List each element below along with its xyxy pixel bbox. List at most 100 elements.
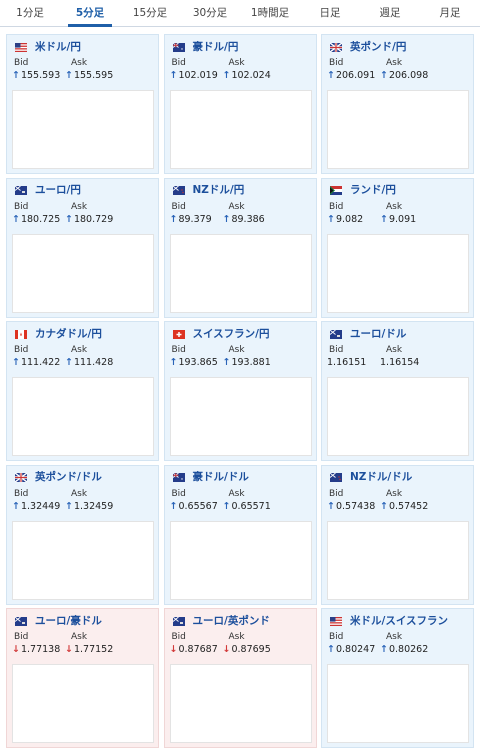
currency-card[interactable]: 194.2194193.88:209:2010:20スイスフラン/円BidAsk…	[163, 321, 317, 461]
currency-card[interactable]: 111.6111.48:209:2010:20カナダドル/円BidAsk↑111…	[6, 321, 159, 461]
pair-name[interactable]: ランド/円	[350, 184, 396, 196]
price-chart[interactable]	[12, 233, 154, 313]
price-chart[interactable]	[327, 520, 469, 600]
pair-name[interactable]: 米ドル/スイスフラン	[350, 614, 449, 627]
price-chart[interactable]	[169, 233, 313, 314]
currency-card[interactable]: 0.65550.6550.65450.6548:209:2010:20豪ドル/ド…	[163, 464, 317, 605]
tab-3[interactable]: 30分足	[192, 7, 228, 19]
pair-name[interactable]: ユーロ/円	[35, 184, 81, 196]
tab-6[interactable]: 週足	[379, 7, 401, 19]
pair-name[interactable]: 豪ドル/円	[192, 40, 239, 53]
tab-0[interactable]: 1分足	[16, 7, 44, 19]
up-arrow-icon: ↑	[380, 500, 388, 512]
candlestick-chart	[13, 91, 155, 170]
ask-label: Ask	[386, 488, 403, 499]
pair-name[interactable]: 英ポンド/円	[350, 40, 407, 53]
bid-label: Bid	[329, 488, 344, 499]
flag-icon: 0.65550.6550.65450.6548:209:2010:20	[172, 467, 314, 550]
currency-card[interactable]: 1.7741.7731.7721.7718:209:2010:20ユーロ/豪ドル…	[6, 608, 159, 748]
up-arrow-icon: ↑	[222, 70, 231, 81]
price-chart[interactable]	[12, 520, 154, 600]
pair-name[interactable]: スイスフラン/円	[192, 327, 270, 340]
price-chart[interactable]	[12, 90, 154, 169]
currency-grid: 156155.8155.68:209:2010:20米ドル/円BidAsk↑15…	[6, 34, 474, 748]
down-arrow-icon: ↓	[222, 644, 231, 655]
price-values: ↑9.082 ↑9.091	[322, 213, 473, 227]
bid-value: 206.091	[335, 70, 376, 81]
price-values: ↑0.57438 ↑0.57452	[322, 500, 473, 514]
currency-card[interactable]: 9.129.19.088:209:2010:20ランド/円BidAsk↑9.08…	[321, 177, 474, 318]
tab-4[interactable]: 1時間足	[250, 7, 290, 19]
pair-name[interactable]: 英ポンド/ドル	[35, 471, 102, 483]
candlestick-chart	[171, 378, 313, 457]
price-chart[interactable]	[169, 664, 312, 743]
tab-2[interactable]: 15分足	[132, 7, 168, 19]
currency-card[interactable]: 206.6206.4206.22068:209:2010:20英ポンド/円Bid…	[321, 34, 474, 174]
card-header: 1.32451.3241.32351.3238:209:2010:20英ポンド/…	[7, 466, 158, 550]
tab-7[interactable]: 月足	[439, 7, 461, 19]
currency-card[interactable]: 1.32451.3241.32351.3238:209:2010:20英ポンド/…	[6, 464, 159, 605]
price-chart[interactable]	[12, 664, 154, 743]
card-header: 0.5740.57350.5738:209:2010:20NZドル/ドル	[322, 466, 473, 550]
flag-icon: 102.2102101.88:209:2010:20	[172, 37, 310, 120]
price-labels: Bid Ask	[165, 631, 316, 643]
pair-name[interactable]: 米ドル/円	[35, 40, 81, 53]
pair-name[interactable]: ユーロ/豪ドル	[35, 614, 102, 627]
card-header: 0.8040.80350.8030.80258:209:2010:20米ドル/ス…	[322, 609, 473, 694]
price-values: ↑193.865 ↑193.881	[165, 356, 316, 370]
price-chart[interactable]	[169, 520, 313, 601]
up-arrow-icon: ↑	[65, 70, 73, 81]
currency-card[interactable]: 0.8040.80350.8030.80258:209:2010:20米ドル/ス…	[321, 608, 474, 748]
bid-label: Bid	[14, 58, 29, 68]
ask-value: 102.024	[231, 70, 271, 81]
pair-name[interactable]: ユーロ/英ポンド	[192, 614, 270, 627]
currency-card[interactable]: 89.689.589.489.389.28:209:2010:20NZドル/円B…	[163, 177, 317, 318]
price-chart[interactable]	[327, 664, 469, 743]
candlestick-chart	[328, 378, 470, 457]
bid-label: Bid	[14, 201, 29, 212]
price-values: ↓1.77138 ↓1.77152	[7, 643, 158, 657]
bid-value: 0.65567	[178, 500, 218, 512]
tab-5[interactable]: 日足	[319, 7, 341, 19]
card-header: 0.65550.6550.65450.6548:209:2010:20豪ドル/ド…	[165, 466, 316, 550]
flag-icon: 0.8040.80350.8030.80258:209:2010:20	[330, 611, 471, 694]
bid-label: Bid	[329, 201, 344, 212]
price-chart[interactable]	[327, 377, 469, 456]
pair-name[interactable]: カナダドル/円	[35, 327, 102, 340]
currency-card[interactable]: 1.16151.1611.16051.168:209:2010:20ユーロ/ドル…	[321, 321, 474, 461]
price-chart[interactable]	[327, 233, 469, 313]
up-arrow-icon: ↑	[222, 357, 231, 368]
ask-value: 193.881	[231, 357, 271, 368]
candlestick-chart	[171, 522, 313, 601]
ask-label: Ask	[386, 58, 403, 68]
pair-name[interactable]: NZドル/ドル	[350, 471, 413, 483]
tab-1[interactable]: 5分足	[60, 0, 120, 27]
pair-name[interactable]: NZドル/円	[192, 184, 245, 196]
card-header: 9.129.19.088:209:2010:20ランド/円	[322, 179, 473, 263]
bid-value: 155.593	[20, 70, 61, 81]
price-chart[interactable]	[327, 90, 469, 169]
candlestick-chart	[171, 91, 313, 170]
candlestick-chart	[171, 235, 313, 314]
price-labels: Bid Ask	[165, 57, 316, 69]
bid-label: Bid	[14, 632, 29, 642]
pair-name[interactable]: ユーロ/ドル	[350, 327, 407, 340]
price-chart[interactable]	[12, 377, 154, 456]
ask-value: 0.65571	[231, 500, 271, 512]
ask-label: Ask	[386, 201, 403, 212]
flag-icon: 9.129.19.088:209:2010:20	[330, 180, 464, 263]
currency-card[interactable]: 102.2102101.88:209:2010:20豪ドル/円 BidAsk↑10…	[163, 34, 317, 174]
flag-icon: 1.16151.1611.16051.168:209:2010:20	[329, 324, 471, 407]
pair-name[interactable]: 豪ドル/ドル	[192, 471, 249, 483]
ask-label: Ask	[228, 201, 245, 212]
candlestick-chart	[328, 665, 470, 744]
currency-card[interactable]: 0.8770.87650.8768:209:2010:20ユーロ/英ポンドBid…	[163, 608, 317, 748]
price-chart[interactable]	[169, 377, 313, 457]
price-chart[interactable]	[169, 90, 313, 170]
price-labels: Bid Ask	[322, 344, 473, 356]
card-header: 1.16151.1611.16051.168:209:2010:20ユーロ/ドル	[322, 322, 473, 407]
currency-card[interactable]: 156155.8155.68:209:2010:20米ドル/円BidAsk↑15…	[6, 34, 159, 174]
currency-card[interactable]: 181180.8180.68:209:2010:20ユーロ/円BidAsk↑18…	[6, 177, 159, 318]
ask-label: Ask	[71, 488, 88, 499]
